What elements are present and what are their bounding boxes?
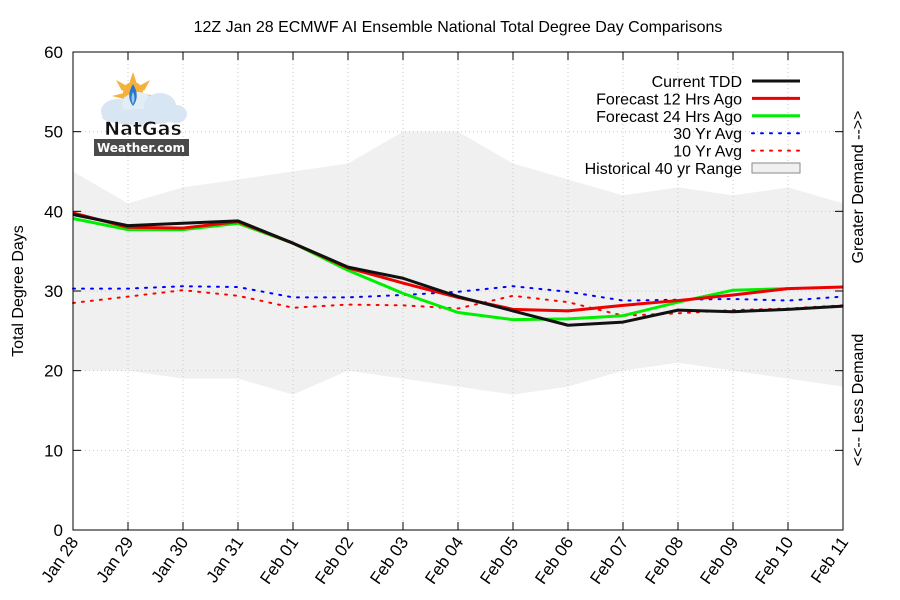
chart-title: 12Z Jan 28 ECMWF AI Ensemble National To…: [194, 19, 723, 36]
x-tick-label: Feb 11: [807, 533, 852, 586]
series-line-30-yr-avg: [72, 285, 844, 302]
legend-swatch-range: [751, 162, 801, 174]
y-tick-label: 10: [44, 441, 63, 460]
x-tick-label: Feb 10: [751, 533, 797, 587]
less-demand-label: <<-- Less Demand: [850, 334, 867, 467]
x-tick-label: Feb 07: [586, 533, 632, 587]
logo-weather-text: Weather.com: [97, 141, 185, 155]
y-tick-label: 20: [44, 362, 63, 381]
x-tick-label: Jan 29: [92, 533, 137, 586]
x-tick-labels: Jan 28 Jan 29 Jan 30 Jan 31 Feb 01 Feb 02 Feb …: [37, 533, 852, 587]
x-tick-label: Feb 08: [641, 533, 687, 587]
historical-range-band: [73, 131, 843, 395]
y-tick-label: 60: [44, 43, 63, 62]
series-layer: [72, 211, 844, 327]
x-tick-label: Jan 31: [202, 533, 247, 586]
logo-natgas-text: NatGas: [104, 118, 182, 140]
y-axis-label: Total Degree Days: [10, 225, 27, 357]
x-tick-label: Feb 09: [696, 533, 742, 587]
legend-label: Historical 40 yr Range: [585, 161, 743, 178]
greater-demand-label: Greater Demand -->>: [850, 111, 867, 264]
plot-border: [72, 51, 844, 531]
grid: [72, 51, 844, 531]
x-tick-label: Feb 03: [366, 533, 412, 587]
y-tick-label: 50: [44, 123, 63, 142]
x-tick-label: Feb 04: [421, 533, 467, 587]
natgas-weather-logo: NatGas Weather.com: [94, 72, 189, 156]
y-tick-label: 30: [44, 282, 63, 301]
x-tick-label: Jan 28: [37, 533, 82, 586]
legend-label: Forecast 12 Hrs Ago: [596, 91, 742, 108]
legend-label: Forecast 24 Hrs Ago: [596, 109, 742, 126]
series-line-current-tdd: [72, 213, 844, 327]
y-tick-labels: 0 10 20 30 40 50 60: [44, 43, 63, 540]
x-tick-label: Jan 30: [147, 533, 192, 586]
x-tick-label: Feb 05: [476, 533, 522, 587]
x-tick-label: Feb 06: [531, 533, 577, 587]
flame-icon: [129, 84, 137, 106]
legend-label: Current TDD: [652, 74, 742, 91]
x-tick-label: Feb 01: [256, 533, 302, 587]
x-tick-label: Feb 02: [311, 533, 357, 587]
cloud-icon: [101, 92, 187, 125]
y-tick-label: 0: [54, 521, 63, 540]
logo-bar: [94, 139, 189, 156]
y-tick-label: 40: [44, 202, 63, 221]
legend-label: 30 Yr Avg: [673, 126, 742, 143]
legend-label: 10 Yr Avg: [673, 144, 742, 161]
series-line-forecast-24-hrs-ago: [72, 217, 789, 322]
